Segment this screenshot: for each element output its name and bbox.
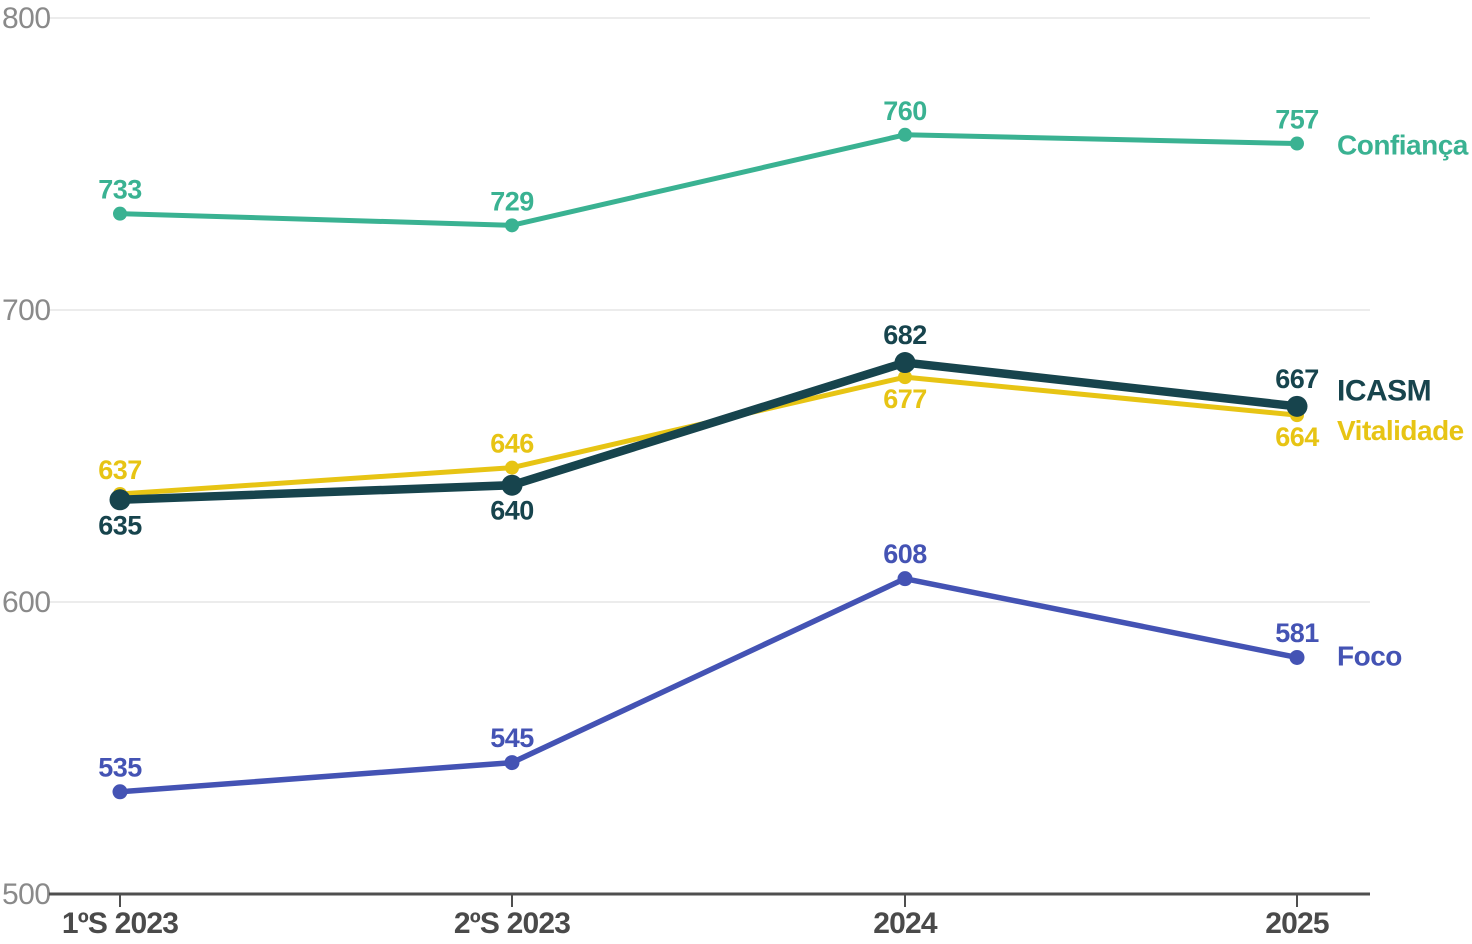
data-label-foco: 545: [490, 723, 534, 753]
data-label-confiança: 729: [490, 186, 534, 216]
data-label-vitalidade: 677: [883, 384, 927, 414]
y-axis-tick-label: 800: [2, 2, 51, 35]
data-point-confiança: [898, 127, 912, 142]
data-label-vitalidade: 646: [490, 429, 534, 459]
data-point-confiança: [1290, 136, 1304, 151]
y-axis-tick-label: 700: [2, 294, 51, 327]
data-label-icasm: 640: [490, 496, 534, 526]
series-line-foco: [117, 575, 1300, 795]
y-axis-tick-label: 600: [2, 586, 51, 619]
data-point-foco: [112, 784, 128, 800]
data-label-foco: 608: [883, 539, 927, 569]
data-point-foco: [1289, 649, 1305, 665]
series-name-label-vitalidade: Vitalidade: [1337, 415, 1464, 446]
data-point-foco: [897, 571, 913, 587]
data-label-icasm: 682: [883, 320, 927, 350]
x-axis-tick-label: 2024: [873, 907, 938, 940]
series-name-label-foco: Foco: [1337, 640, 1402, 671]
series-line-confiança: [117, 132, 1300, 228]
data-point-icasm: [894, 352, 916, 374]
data-label-foco: 581: [1275, 618, 1319, 648]
data-label-icasm: 667: [1275, 364, 1319, 394]
data-point-foco: [504, 755, 520, 771]
series-line-vitalidade: [117, 374, 1300, 497]
data-label-vitalidade: 664: [1275, 422, 1319, 452]
x-axis-tick-label: 2025: [1265, 907, 1329, 940]
data-label-confiança: 757: [1275, 105, 1319, 135]
data-label-foco: 535: [98, 752, 142, 782]
series-name-label-icasm: ICASM: [1337, 374, 1431, 407]
data-label-confiança: 760: [883, 96, 927, 126]
data-point-icasm: [501, 474, 523, 496]
x-axis-tick-label: 1ºS 2023: [62, 907, 178, 940]
series-line-icasm: [115, 358, 1302, 505]
data-point-confiança: [113, 206, 127, 221]
data-point-icasm: [109, 489, 131, 511]
data-point-vitalidade: [505, 460, 519, 475]
y-axis-tick-label: 500: [2, 878, 51, 911]
x-axis-tick-label: 2ºS 2023: [454, 907, 570, 940]
data-point-icasm: [1286, 395, 1308, 417]
data-label-vitalidade: 637: [98, 455, 142, 485]
series-name-label-confiança: Confiança: [1337, 130, 1469, 161]
data-point-confiança: [505, 218, 519, 233]
data-point-vitalidade: [898, 370, 912, 385]
data-label-confiança: 733: [98, 175, 142, 205]
data-label-icasm: 635: [98, 510, 142, 540]
